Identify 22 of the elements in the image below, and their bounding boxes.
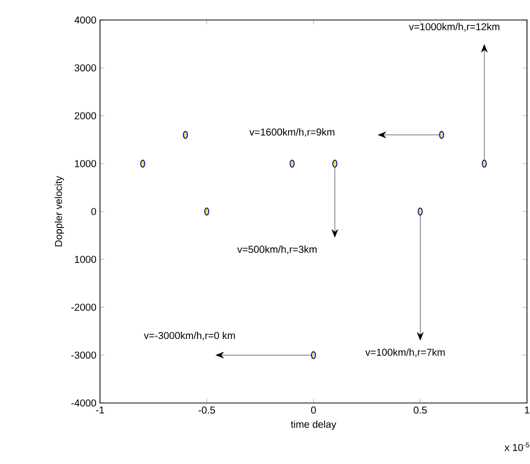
y-axis-title: Doppler velocity xyxy=(54,176,64,246)
text: x 10$^{-5}$ xyxy=(504,442,530,452)
y-tick-label: 0 xyxy=(91,208,96,216)
y-tick-label: -3000 xyxy=(71,352,96,359)
x-tick-label: 0 xyxy=(311,406,316,414)
x-tick-label: -1 xyxy=(96,406,104,414)
y-tick-label: -2000 xyxy=(71,304,96,311)
y-tick-label: 3000 xyxy=(74,64,96,72)
y-tick-label: -4000 xyxy=(71,399,96,407)
x-tick-label: -0.5 xyxy=(198,406,215,414)
y-tick-label: 2000 xyxy=(74,112,96,120)
annotation: v=1000km/h,r=12km xyxy=(408,22,500,32)
annotation: v=-3000km/h,r=0 km xyxy=(144,332,235,340)
annotation: v=100km/h,r=7km xyxy=(365,348,445,357)
annotation: v=1600km/h,r=9km xyxy=(249,128,334,137)
annotation: v=500km/h,r=3km xyxy=(237,246,317,254)
x-axis-title: time delay xyxy=(290,420,336,430)
x-tick-label: 1 xyxy=(524,406,530,414)
x-tick-label: 0.5 xyxy=(414,406,427,414)
y-tick-label: 1000 xyxy=(74,256,96,263)
y-tick-label: 4000 xyxy=(74,16,96,24)
y-tick-label: 1000 xyxy=(74,160,96,168)
